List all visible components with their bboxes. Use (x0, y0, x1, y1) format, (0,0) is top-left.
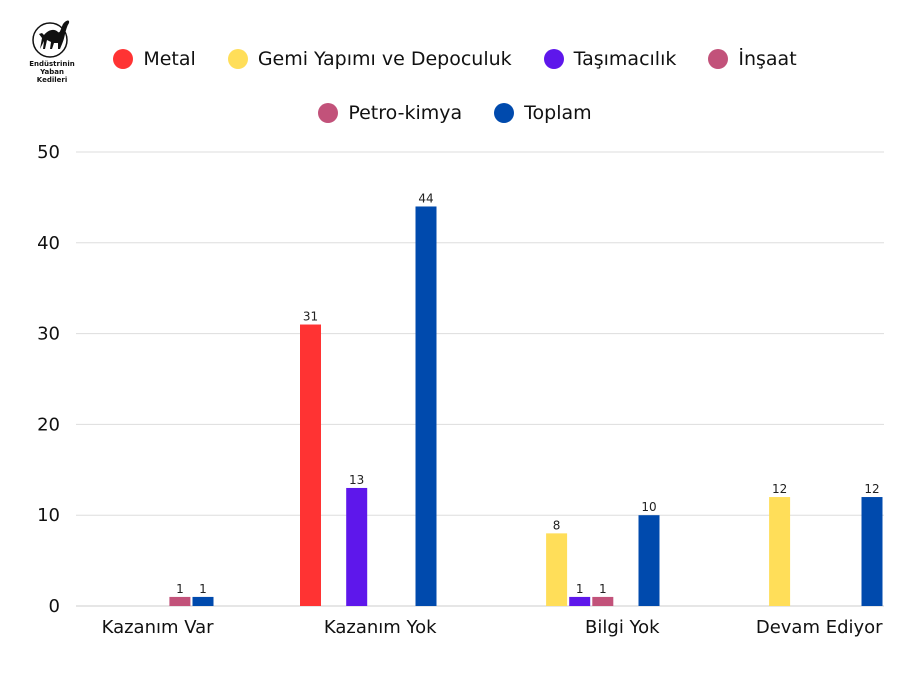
legend-item-metal[interactable]: Metal (113, 48, 196, 70)
y-tick-label: 50 (37, 142, 60, 163)
bar-value-label: 12 (864, 482, 879, 496)
bar-value-label: 1 (176, 582, 184, 596)
logo-text-1: Endüstrinin (29, 60, 75, 68)
bar[interactable] (546, 533, 568, 606)
legend-row-2: Petro-kimya Toplam (0, 102, 910, 124)
bar[interactable] (569, 596, 591, 606)
legend-label: Metal (143, 48, 196, 70)
bar-value-label: 8 (553, 518, 561, 532)
y-tick-label: 30 (37, 324, 60, 345)
bar[interactable] (169, 596, 191, 606)
bar[interactable] (592, 596, 614, 606)
bar[interactable] (300, 324, 321, 606)
bar-value-label: 1 (599, 582, 607, 596)
x-category-label: Devam Ediyor (756, 617, 883, 638)
bar-value-label: 1 (199, 582, 207, 596)
legend-dot-gemi (227, 49, 248, 69)
y-tick-label: 10 (37, 505, 60, 526)
bar[interactable] (192, 596, 214, 606)
legend-item-tasimacilik[interactable]: Taşımacılık (543, 48, 677, 70)
legend-label: İnşaat (738, 48, 797, 70)
legend-label: Toplam (524, 102, 592, 124)
legend-dot-metal (113, 49, 134, 69)
bar-value-label: 31 (303, 310, 318, 324)
y-tick-label: 20 (37, 414, 60, 435)
bar-value-label: 13 (349, 473, 364, 487)
logo: Endüstrinin Yaban Kedileri (22, 16, 82, 84)
legend-label: Petro-kimya (348, 102, 463, 124)
legend-item-gemi[interactable]: Gemi Yapımı ve Depoculuk (227, 48, 512, 70)
bar[interactable] (346, 487, 368, 606)
legend-row-1: Metal Gemi Yapımı ve Depoculuk Taşımacıl… (0, 48, 910, 70)
x-category-label: Kazanım Var (102, 617, 215, 638)
x-category-label: Kazanım Yok (324, 617, 437, 638)
y-tick-label: 40 (37, 233, 60, 254)
legend-dot-tasimacilik (543, 49, 564, 69)
bar-value-label: 12 (772, 482, 787, 496)
bar[interactable] (415, 206, 437, 607)
logo-text-2: Yaban (40, 68, 64, 76)
bar[interactable] (769, 497, 791, 606)
legend-dot-insaat (708, 49, 729, 69)
legend-dot-toplam (494, 103, 515, 123)
logo-text-3: Kedileri (36, 76, 68, 84)
bar[interactable] (861, 497, 883, 606)
bar-value-label: 1 (576, 582, 584, 596)
legend-label: Taşımacılık (573, 48, 677, 70)
legend-item-insaat[interactable]: İnşaat (708, 48, 797, 70)
x-category-label: Bilgi Yok (585, 617, 660, 638)
bar[interactable] (638, 515, 660, 606)
bar-value-label: 44 (418, 191, 433, 205)
legend-dot-petro-kimya (318, 103, 339, 123)
bar-value-label: 10 (641, 500, 656, 514)
y-tick-label: 0 (49, 596, 60, 617)
legend-item-toplam[interactable]: Toplam (494, 102, 592, 124)
black-cat-icon (32, 20, 70, 58)
legend-label: Gemi Yapımı ve Depoculuk (257, 48, 512, 70)
legend-item-petro-kimya[interactable]: Petro-kimya (318, 102, 462, 124)
